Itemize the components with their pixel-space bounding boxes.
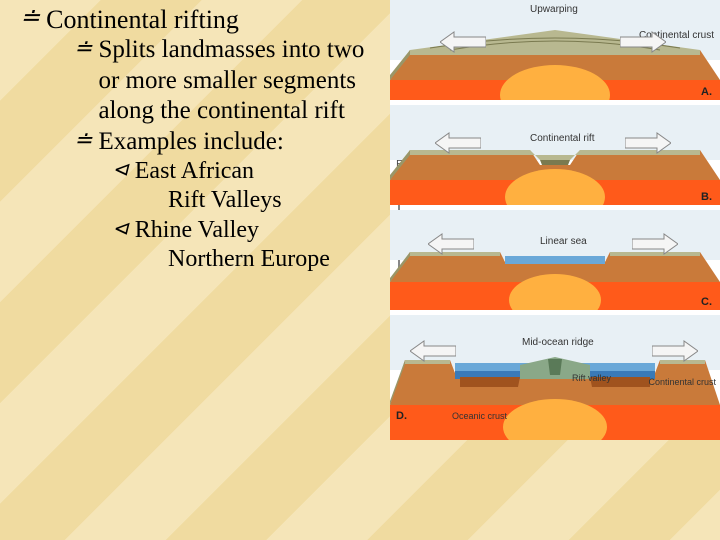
label-upwarping: Upwarping [530, 4, 578, 15]
bullet-l1: ≐ Continental rifting [20, 4, 390, 35]
panel-letter-b: B. [701, 191, 712, 203]
arrow-left-c [428, 232, 474, 256]
rifting-diagram: TIME Upwarping Continental crust A. [390, 0, 720, 440]
bullet-glyph-l3b: ⊲ [112, 219, 129, 239]
panel-b: Continental rift B. [390, 105, 720, 205]
bullet-l2b: ≐ Examples include: [74, 127, 390, 158]
panel-a: Upwarping Continental crust A. [390, 0, 720, 100]
bullet-l4b: Northern Europe [168, 245, 390, 274]
panel-b-svg [390, 105, 720, 205]
arrow-left-d [410, 339, 456, 363]
slide: ≐ Continental rifting ≐ Splits landmasse… [0, 0, 720, 540]
bullet-text-l1: Continental rifting [46, 4, 239, 35]
label-riftvalley: Rift valley [572, 373, 611, 383]
bullet-l3a: ⊲ East African [112, 157, 390, 186]
bullet-l4a: Rift Valleys [168, 186, 390, 215]
panel-letter-d: D. [396, 410, 407, 422]
bullet-text-l2a: Splits landmasses into two or more small… [98, 35, 390, 127]
panel-letter-c: C. [701, 296, 712, 308]
panel-c: Linear sea C. [390, 210, 720, 310]
bullet-glyph-l2b: ≐ [74, 129, 92, 151]
panel-c-svg [390, 210, 720, 310]
label-oceanic-crust: Oceanic crust [452, 411, 507, 421]
bullet-glyph-l3a: ⊲ [112, 160, 129, 180]
bullet-text-l4b: Northern Europe [168, 246, 330, 272]
bullet-l2a: ≐ Splits landmasses into two or more sma… [74, 35, 390, 127]
arrow-right-b [625, 131, 671, 155]
label-linear-sea: Linear sea [540, 236, 587, 247]
bullet-l3b: ⊲ Rhine Valley [112, 216, 390, 245]
arrow-right-c [632, 232, 678, 256]
arrow-left-a [440, 30, 486, 54]
arrow-right-d [652, 339, 698, 363]
label-cont-crust-d: Continental crust [648, 377, 716, 387]
panel-d: Mid-ocean ridge Rift valley Continental … [390, 315, 720, 440]
label-midocean: Mid-ocean ridge [522, 337, 594, 348]
bullet-glyph-l1: ≐ [20, 6, 40, 30]
arrow-right-a [620, 30, 666, 54]
arrow-left-b [435, 131, 481, 155]
bullet-text-l3a: East African [135, 157, 254, 186]
label-cont-rift: Continental rift [530, 133, 594, 144]
bullet-text-l4a: Rift Valleys [168, 187, 282, 213]
bullet-glyph-l2a: ≐ [74, 37, 92, 59]
bullet-text-l2b: Examples include: [98, 127, 283, 158]
text-column: ≐ Continental rifting ≐ Splits landmasse… [20, 4, 390, 274]
bullet-text-l3b: Rhine Valley [135, 216, 259, 245]
panel-letter-a: A. [701, 86, 712, 98]
